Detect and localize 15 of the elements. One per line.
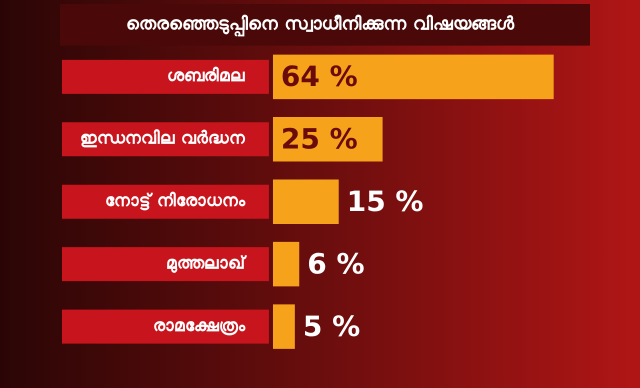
bar (272, 179, 339, 224)
data-label: 5 % (302, 310, 360, 343)
y-tick-label: ഇന്ധനവില വർദ്ധന (80, 128, 246, 149)
bar (272, 54, 554, 100)
data-label: 15 % (346, 184, 424, 218)
y-tick-label: രാമക്ഷേത്രം (152, 316, 246, 336)
y-tick-label: മുത്തലാഖ് (166, 254, 247, 274)
chart-title: തെരഞ്ഞെടുപ്പിനെ സ്വാധീനിക്കുന്ന വിഷയങ്ങൾ (126, 13, 515, 38)
data-label: 6 % (307, 247, 365, 280)
bar (272, 304, 295, 349)
bar (272, 242, 300, 286)
y-tick-label: ശബരിമല (166, 66, 245, 86)
data-label: 64 % (280, 60, 358, 94)
y-tick-label: നോട്ട് നിരോധനം (104, 191, 246, 212)
data-label: 25 % (280, 122, 358, 156)
